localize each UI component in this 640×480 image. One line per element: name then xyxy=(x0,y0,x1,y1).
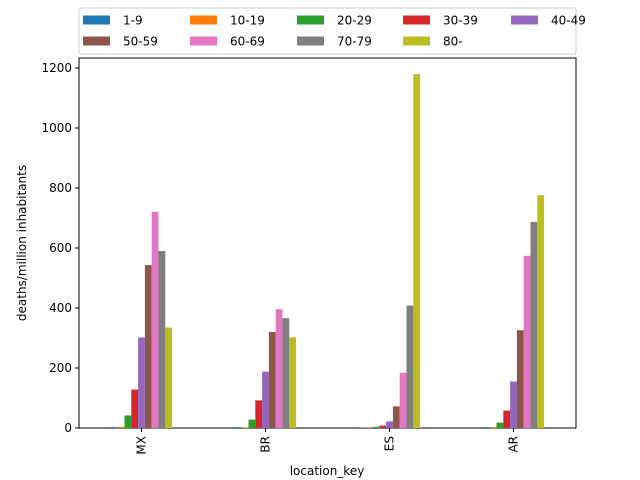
bar-ar-20-29 xyxy=(496,422,504,428)
bar-br-30-39 xyxy=(255,400,263,428)
bar-mx-80 xyxy=(165,327,173,428)
bar-ar-60-69 xyxy=(523,255,531,428)
bar-es-20-29 xyxy=(372,426,380,428)
legend-swatch xyxy=(190,36,217,46)
bar-es-60-69 xyxy=(399,372,407,428)
legend-label: 40-49 xyxy=(551,14,586,28)
y-tick-label: 600 xyxy=(49,241,72,255)
bar-mx-20-29 xyxy=(124,415,132,428)
bar-mx-30-39 xyxy=(131,389,139,428)
bar-br-40-49 xyxy=(262,371,269,428)
bar-mx-1-9 xyxy=(110,427,118,428)
y-tick-label: 1000 xyxy=(41,121,72,135)
y-axis-label: deaths/million inhabitants xyxy=(15,165,29,321)
bar-br-10-19 xyxy=(241,427,249,428)
bar-ar-30-39 xyxy=(503,410,511,428)
legend-swatch xyxy=(511,15,538,25)
bar-es-40-49 xyxy=(386,421,393,428)
bar-es-50-59 xyxy=(392,406,400,428)
x-tick-label: ES xyxy=(383,436,397,451)
y-tick-label: 1200 xyxy=(41,61,72,75)
bar-ar-50-59 xyxy=(516,330,524,428)
bar-mx-50-59 xyxy=(144,265,152,428)
y-tick-label: 800 xyxy=(49,181,72,195)
legend-label: 80- xyxy=(443,35,463,49)
y-tick-label: 0 xyxy=(64,421,72,435)
plot-area xyxy=(78,57,577,429)
y-tick-label: 400 xyxy=(49,301,72,315)
legend-label: 30-39 xyxy=(443,14,478,28)
bar-mx-40-49 xyxy=(138,337,145,428)
bar-es-80 xyxy=(413,74,421,428)
legend-swatch xyxy=(83,15,110,25)
legend-label: 70-79 xyxy=(337,35,372,49)
bar-ar-10-19 xyxy=(489,427,497,428)
legend-swatch xyxy=(297,36,324,46)
legend-swatch xyxy=(403,36,430,46)
legend-label: 10-19 xyxy=(230,14,265,28)
y-axis: 0 200 400 600 800 1000 1200 xyxy=(41,61,79,435)
bar-br-1-9 xyxy=(234,427,242,428)
x-axis: MX BR ES AR xyxy=(135,428,521,455)
bar-br-80 xyxy=(289,337,297,428)
legend-label: 1-9 xyxy=(123,14,143,28)
bar-es-30-39 xyxy=(379,425,387,428)
bar-mx-60-69 xyxy=(151,212,159,428)
legend-swatch xyxy=(297,15,324,25)
bar-es-70-79 xyxy=(406,305,414,428)
legend-swatch xyxy=(403,15,430,25)
bar-br-20-29 xyxy=(248,419,256,428)
bar-ar-1-9 xyxy=(482,427,490,428)
x-tick-label: AR xyxy=(507,436,521,453)
bar-ar-80 xyxy=(537,195,545,428)
x-axis-label: location_key xyxy=(290,464,365,478)
bar-br-70-79 xyxy=(282,318,290,428)
x-tick-label: BR xyxy=(259,436,273,453)
legend-label: 20-29 xyxy=(337,14,372,28)
bar-ar-70-79 xyxy=(530,221,538,428)
legend-swatch xyxy=(190,15,217,25)
legend-swatch xyxy=(83,36,110,46)
bar-ar-40-49 xyxy=(510,381,517,428)
bar-br-50-59 xyxy=(268,332,276,428)
x-tick-label: MX xyxy=(135,436,149,455)
legend: 1-9 10-19 20-29 30-39 40-49 50-59 60-69 70-79 80… xyxy=(78,7,586,55)
bar-mx-10-19 xyxy=(117,426,125,428)
legend-label: 60-69 xyxy=(230,35,265,49)
legend-label: 50-59 xyxy=(123,35,158,49)
bar-br-60-69 xyxy=(275,309,283,428)
bars-group xyxy=(110,74,545,428)
y-tick-label: 200 xyxy=(49,361,72,375)
bar-mx-70-79 xyxy=(158,251,166,428)
